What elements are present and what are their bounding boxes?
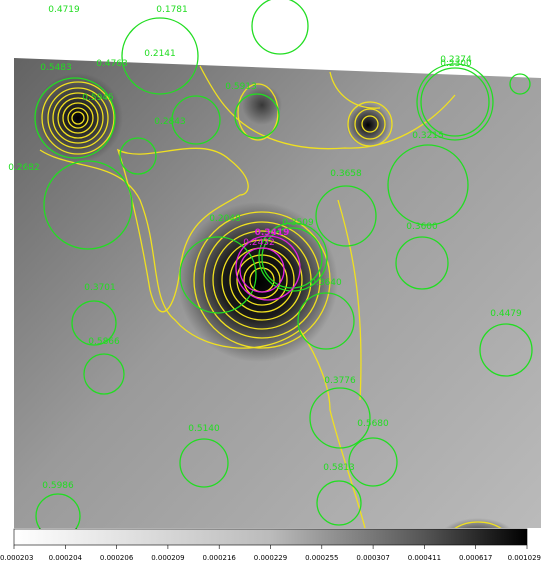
colorbar-tick-label: 0.000229 [254,554,287,562]
region-label: 0.5986 [42,481,74,491]
region-circle[interactable] [509,73,531,95]
region-circle[interactable] [179,236,257,314]
region-circle[interactable] [395,236,449,290]
region-label: 0.5813 [323,463,355,473]
region-label: 0.2300 [440,59,472,69]
region-layer[interactable] [34,0,533,539]
region-circle[interactable] [479,323,533,377]
region-circle[interactable] [420,67,490,137]
region-circle[interactable] [71,300,117,346]
region-label: 0.1781 [156,5,188,15]
selected-region-layer[interactable] [235,235,301,301]
region-circle[interactable] [43,160,133,250]
colorbar-tick-label: 0.000617 [459,554,492,562]
colorbar-tick-label: 0.001029 [508,554,541,562]
region-label: 0.5945 [82,93,114,103]
colorbar-tick-label: 0.000307 [356,554,389,562]
region-label: 0.4763 [96,59,128,69]
region-label: 0.3640 [310,278,342,288]
selected-region-circle[interactable] [235,235,301,301]
colorbar-ticks: 0.000203 0.000204 0.000206 0.000209 0.000216… [0,545,541,562]
region-label: 0.2048 [209,214,241,224]
colorbar-tick-label: 0.000411 [408,554,441,562]
region-label: 0.2682 [8,163,40,173]
region-circle[interactable] [416,63,494,141]
contour-layer [39,65,513,528]
region-circle[interactable] [315,185,377,247]
region-label: 0.5483 [40,63,72,73]
region-label: 0.4479 [490,309,522,319]
region-label: 0.3776 [324,376,356,386]
region-circle[interactable] [258,222,328,292]
region-label: 0.3600 [406,222,438,232]
region-circle[interactable] [234,93,280,139]
region-circle[interactable] [387,144,469,226]
region-circle[interactable] [261,227,323,289]
colorbar: 0.000203 0.000204 0.000206 0.000209 0.000216… [0,528,541,562]
region-label: 0.2374 [440,55,472,65]
colorbar-tick-label: 0.000209 [151,554,184,562]
region-circle[interactable] [348,437,398,487]
selected-region-label: 0.3419 [255,228,290,238]
region-circle[interactable] [309,387,371,449]
colorbar-tick-label: 0.000203 [0,554,33,562]
region-circle[interactable] [179,438,229,488]
region-label: 0.4719 [48,5,80,15]
region-label-layer: 0.4719 0.1781 0.2141 0.5483 0.4763 0.5945 0.28… [8,5,522,491]
region-circle[interactable] [316,480,362,526]
region-label: 0.3215 [412,131,444,141]
region-label: 0.2141 [144,49,176,59]
region-label: 0.3701 [84,283,116,293]
region-circle[interactable] [119,137,157,175]
colorbar-tick-label: 0.000216 [202,554,236,562]
region-circle[interactable] [34,77,116,159]
region-circle[interactable] [297,292,355,350]
colorbar-tick-label: 0.000204 [49,554,83,562]
region-label: 0.3658 [330,169,362,179]
region-label: 0.5913 [225,82,257,92]
region-label: 0.2843 [154,117,186,127]
colorbar-tick-label: 0.000206 [100,554,134,562]
region-circle[interactable] [121,17,199,95]
region-label: 0.3509 [282,218,314,228]
selected-region-label: 0.2432 [243,238,275,248]
selected-region-circle[interactable] [239,247,285,293]
region-label: 0.5680 [357,419,389,429]
region-circle[interactable] [171,95,221,145]
region-label: 0.5140 [188,424,220,434]
region-circle[interactable] [83,353,125,395]
colorbar-tick-label: 0.000255 [305,554,338,562]
region-label: 0.5866 [88,337,120,347]
region-circle[interactable] [251,0,309,55]
